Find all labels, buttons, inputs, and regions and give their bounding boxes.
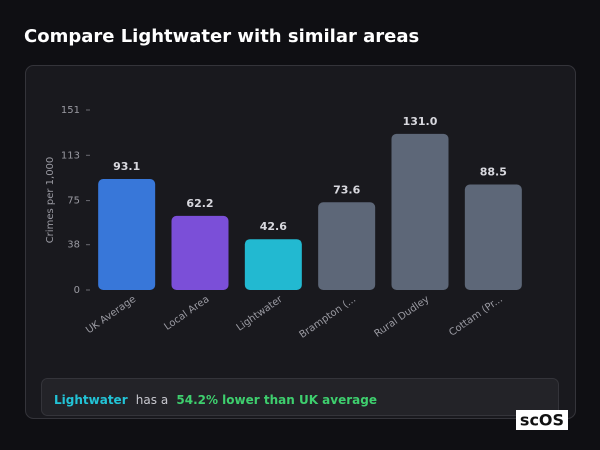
value-label: 88.5 (480, 166, 507, 179)
value-label: 73.6 (333, 183, 360, 196)
value-label: 62.2 (186, 197, 213, 210)
summary-box (41, 378, 559, 416)
logo: scOS (520, 411, 564, 430)
y-tick-label: 151 (61, 105, 80, 116)
summary-comparison: 54.2% lower than UK average (176, 393, 377, 407)
page-title: Compare Lightwater with similar areas (24, 26, 419, 47)
bar (391, 133, 449, 290)
bar (171, 215, 229, 290)
bar (244, 239, 302, 290)
y-tick-label: 0 (74, 285, 80, 296)
value-label: 131.0 (403, 115, 438, 128)
bar (98, 179, 156, 290)
y-tick-label: 38 (67, 240, 80, 251)
summary-highlight: Lightwater (54, 393, 128, 407)
y-tick-label: 75 (67, 196, 80, 207)
bar (464, 184, 522, 290)
value-label: 42.6 (260, 220, 287, 233)
summary-text: Lightwater has a 54.2% lower than UK ave… (54, 393, 377, 407)
y-tick-label: 113 (61, 150, 80, 161)
y-axis-label: Crimes per 1,000 (45, 157, 56, 244)
logo-box (516, 410, 568, 430)
bar (318, 202, 376, 290)
summary-connector: has a (136, 393, 168, 407)
value-label: 93.1 (113, 160, 140, 173)
